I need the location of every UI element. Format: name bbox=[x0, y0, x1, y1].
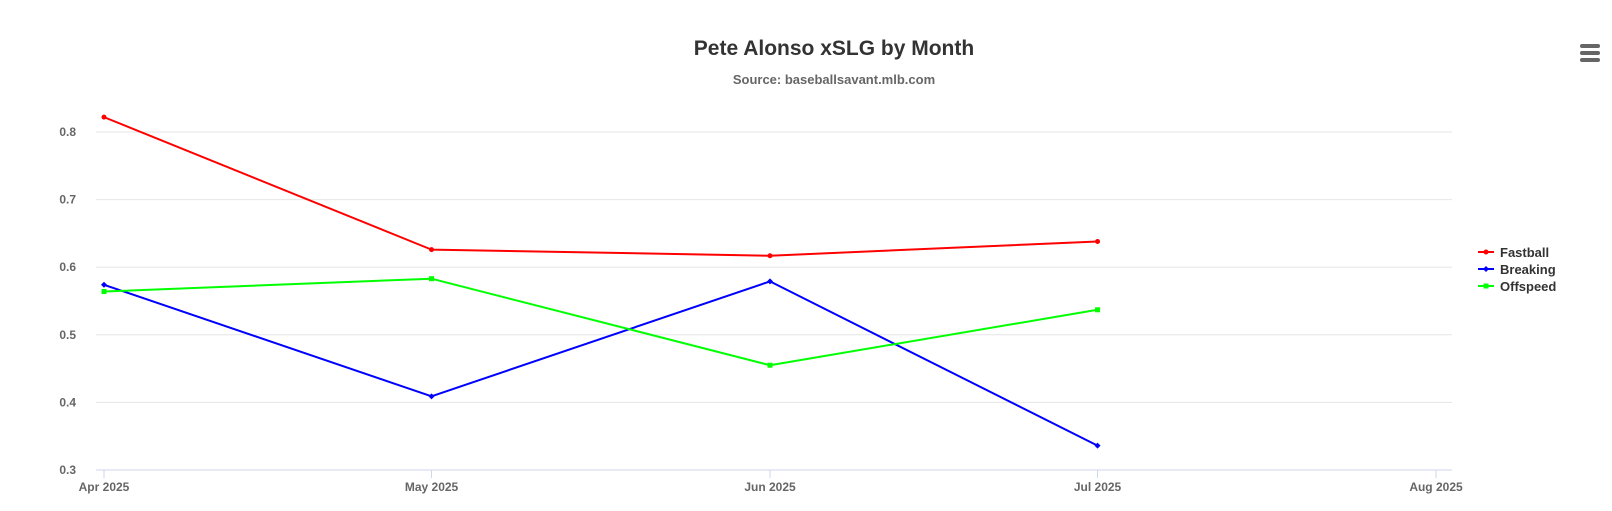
x-tick-label: Jun 2025 bbox=[744, 480, 796, 494]
x-tick-label: Jul 2025 bbox=[1074, 480, 1122, 494]
data-point bbox=[428, 393, 435, 400]
data-point bbox=[101, 114, 107, 120]
legend-label: Fastball bbox=[1500, 245, 1549, 260]
x-axis: Apr 2025 May 2025 Jun 2025 Jul 2025 Aug 2025 bbox=[79, 469, 1463, 494]
x-tick-label: Apr 2025 bbox=[79, 480, 130, 494]
y-tick-label: 0.5 bbox=[59, 328, 76, 342]
y-axis: 0.3 0.4 0.5 0.6 0.7 0.8 bbox=[59, 125, 76, 477]
chart-subtitle: Source: baseballsavant.mlb.com bbox=[733, 72, 935, 87]
data-point bbox=[101, 281, 107, 288]
data-point bbox=[429, 276, 435, 282]
data-point bbox=[1095, 239, 1101, 245]
legend-marker bbox=[1483, 249, 1489, 255]
y-tick-label: 0.6 bbox=[59, 260, 76, 274]
legend-label: Offspeed bbox=[1500, 279, 1556, 294]
y-tick-label: 0.4 bbox=[59, 395, 76, 409]
series-breaking bbox=[101, 278, 1101, 449]
legend-marker bbox=[1483, 283, 1489, 289]
data-point bbox=[101, 289, 107, 295]
x-tick-label: Aug 2025 bbox=[1409, 480, 1463, 494]
y-tick-label: 0.8 bbox=[59, 125, 76, 139]
series-fastball bbox=[101, 114, 1101, 259]
series-line bbox=[103, 116, 1099, 257]
chart-title: Pete Alonso xSLG by Month bbox=[694, 37, 974, 60]
x-tick-label: May 2025 bbox=[405, 480, 459, 494]
legend[interactable]: Fastball Breaking Offspeed bbox=[1478, 245, 1556, 294]
legend-item-fastball[interactable]: Fastball bbox=[1478, 245, 1549, 260]
y-tick-label: 0.7 bbox=[59, 193, 76, 207]
hamburger-menu-icon[interactable] bbox=[1578, 41, 1602, 65]
data-point bbox=[429, 247, 435, 253]
grid bbox=[96, 131, 1452, 403]
data-point bbox=[1094, 442, 1101, 449]
series-line bbox=[103, 280, 1099, 447]
legend-item-breaking[interactable]: Breaking bbox=[1478, 262, 1556, 277]
data-point bbox=[767, 362, 773, 368]
series-line bbox=[103, 277, 1099, 367]
legend-item-offspeed[interactable]: Offspeed bbox=[1478, 279, 1556, 294]
legend-marker bbox=[1483, 266, 1489, 272]
data-point bbox=[1095, 307, 1101, 313]
legend-label: Breaking bbox=[1500, 262, 1556, 277]
data-point bbox=[767, 278, 773, 285]
data-point bbox=[767, 253, 773, 259]
series-offspeed bbox=[101, 276, 1101, 368]
series-group bbox=[101, 114, 1101, 449]
y-tick-label: 0.3 bbox=[59, 463, 76, 477]
